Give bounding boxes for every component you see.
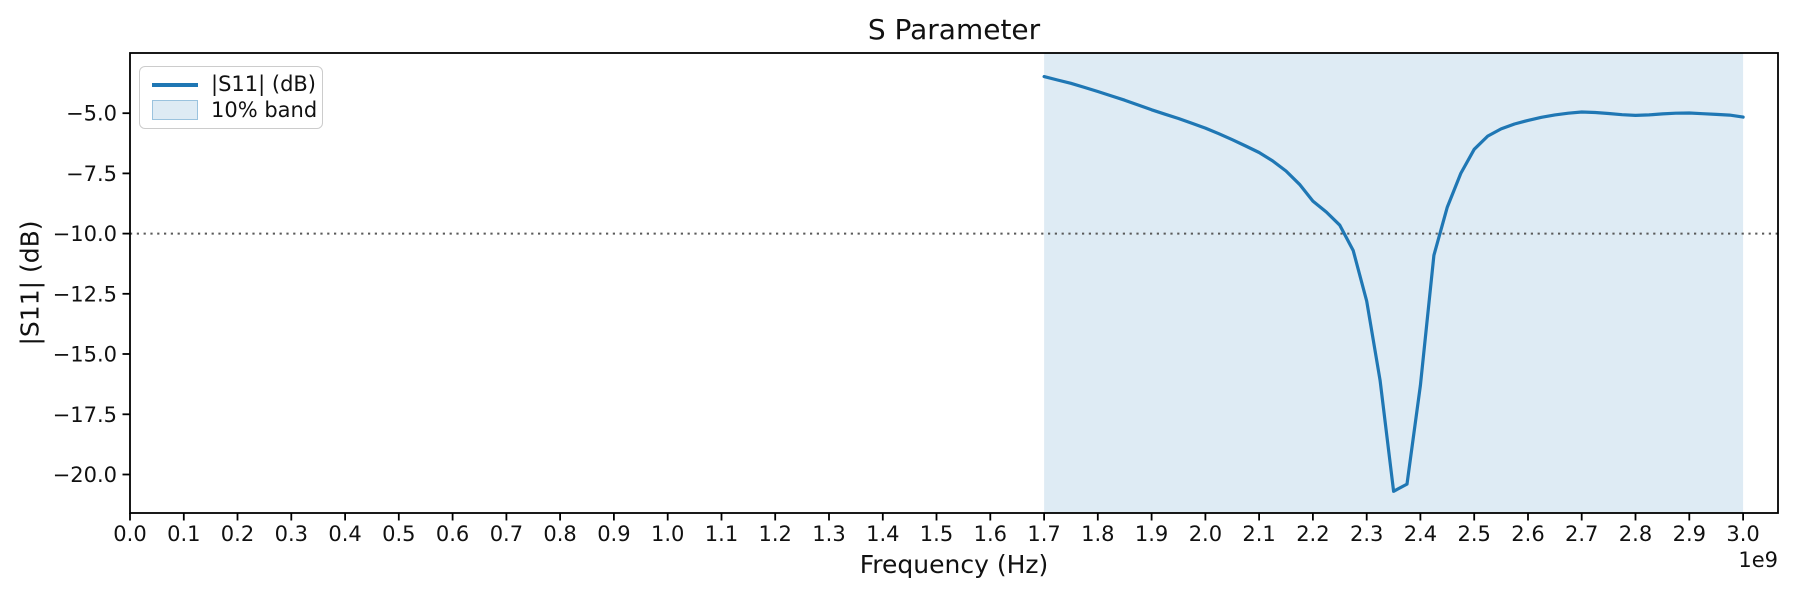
x-tick-label: 1.0: [651, 522, 684, 546]
x-tick-label: 1.4: [866, 522, 899, 546]
y-tick-label: −5.0: [66, 102, 117, 126]
legend-label-s11: |S11| (dB): [211, 72, 316, 97]
x-tick-label: 2.6: [1511, 522, 1544, 546]
x-tick-label: 2.8: [1619, 522, 1652, 546]
x-axis-offset-label: 1e9: [1738, 548, 1778, 572]
band-region: [1044, 53, 1744, 513]
legend-item-s11: |S11| (dB): [152, 72, 316, 97]
axes-spines: [129, 52, 1779, 514]
x-tick-label: 1.7: [1027, 522, 1060, 546]
x-axis-label: Frequency (Hz): [859, 550, 1049, 579]
x-tick-label: 0.2: [221, 522, 254, 546]
y-tick-label: −20.0: [53, 463, 117, 487]
x-tick-label: 0.1: [167, 522, 200, 546]
x-tick-label: 0.0: [113, 522, 146, 546]
x-tick-label: 1.6: [974, 522, 1007, 546]
legend-patch-sample-icon: [152, 100, 198, 121]
chart-title: S Parameter: [867, 13, 1041, 46]
legend-item-band: 10% band: [152, 98, 317, 123]
x-tick-label: 0.4: [328, 522, 361, 546]
x-tick-label: 1.2: [758, 522, 791, 546]
y-tick-label: −7.5: [66, 162, 117, 186]
y-tick-label: −15.0: [53, 343, 117, 367]
x-tick-label: 2.2: [1296, 522, 1329, 546]
x-tick-label: 0.7: [490, 522, 523, 546]
x-tick-label: 3.0: [1726, 522, 1759, 546]
x-tick-label: 2.9: [1673, 522, 1706, 546]
x-tick-label: 0.3: [275, 522, 308, 546]
x-tick-label: 0.8: [543, 522, 576, 546]
y-tick-label: −17.5: [53, 403, 117, 427]
x-tick-label: 2.5: [1457, 522, 1490, 546]
x-tick-label: 0.9: [597, 522, 630, 546]
x-tick-label: 0.5: [382, 522, 415, 546]
x-tick-label: 2.4: [1404, 522, 1437, 546]
s11-curve: [1042, 74, 1745, 493]
y-tick-label: −12.5: [53, 282, 117, 306]
x-tick-label: 1.9: [1135, 522, 1168, 546]
x-tick-label: 1.1: [705, 522, 738, 546]
x-tick-label: 2.3: [1350, 522, 1383, 546]
x-tick-label: 2.0: [1189, 522, 1222, 546]
legend-line-sample-icon: [152, 83, 198, 87]
x-tick-label: 1.8: [1081, 522, 1114, 546]
x-tick-label: 0.6: [436, 522, 469, 546]
legend: |S11| (dB) 10% band: [139, 66, 323, 129]
legend-label-band: 10% band: [211, 97, 318, 122]
y-tick-label: −10.0: [53, 222, 117, 246]
x-tick-label: 1.3: [812, 522, 845, 546]
x-tick-label: 1.5: [920, 522, 953, 546]
x-tick-label: 2.1: [1242, 522, 1275, 546]
x-tick-label: 2.7: [1565, 522, 1598, 546]
y-axis-label: |S11| (dB): [15, 220, 45, 346]
